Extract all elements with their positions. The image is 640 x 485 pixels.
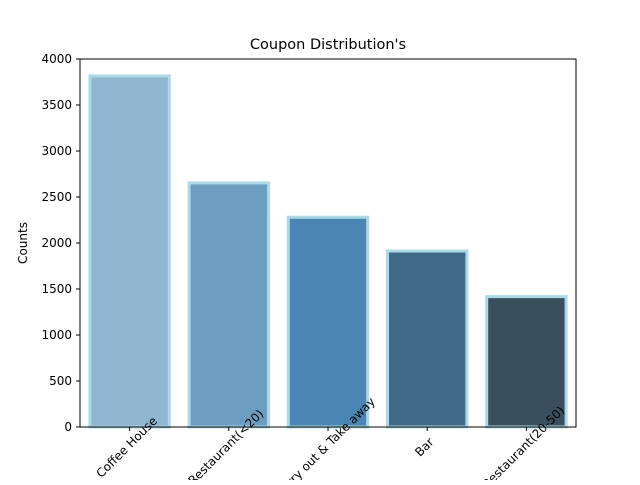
bar: [485, 295, 568, 429]
y-tick-label: 2500: [41, 190, 72, 204]
x-tick-label: Bar: [412, 435, 436, 459]
bar: [88, 74, 171, 429]
y-tick-label: 1000: [41, 328, 72, 342]
y-axis-label: Counts: [16, 222, 30, 264]
bar: [286, 215, 370, 429]
y-tick-label: 2000: [41, 236, 72, 250]
y-tick-label: 3000: [41, 144, 72, 158]
y-tick-label: 4000: [41, 52, 72, 66]
y-tick-label: 1500: [41, 282, 72, 296]
y-tick-label: 3500: [41, 98, 72, 112]
y-tick-label: 500: [49, 374, 72, 388]
bar: [386, 249, 469, 429]
bar: [187, 181, 270, 429]
chart-title: Coupon Distribution's: [250, 37, 406, 53]
y-tick-label: 0: [64, 420, 72, 434]
